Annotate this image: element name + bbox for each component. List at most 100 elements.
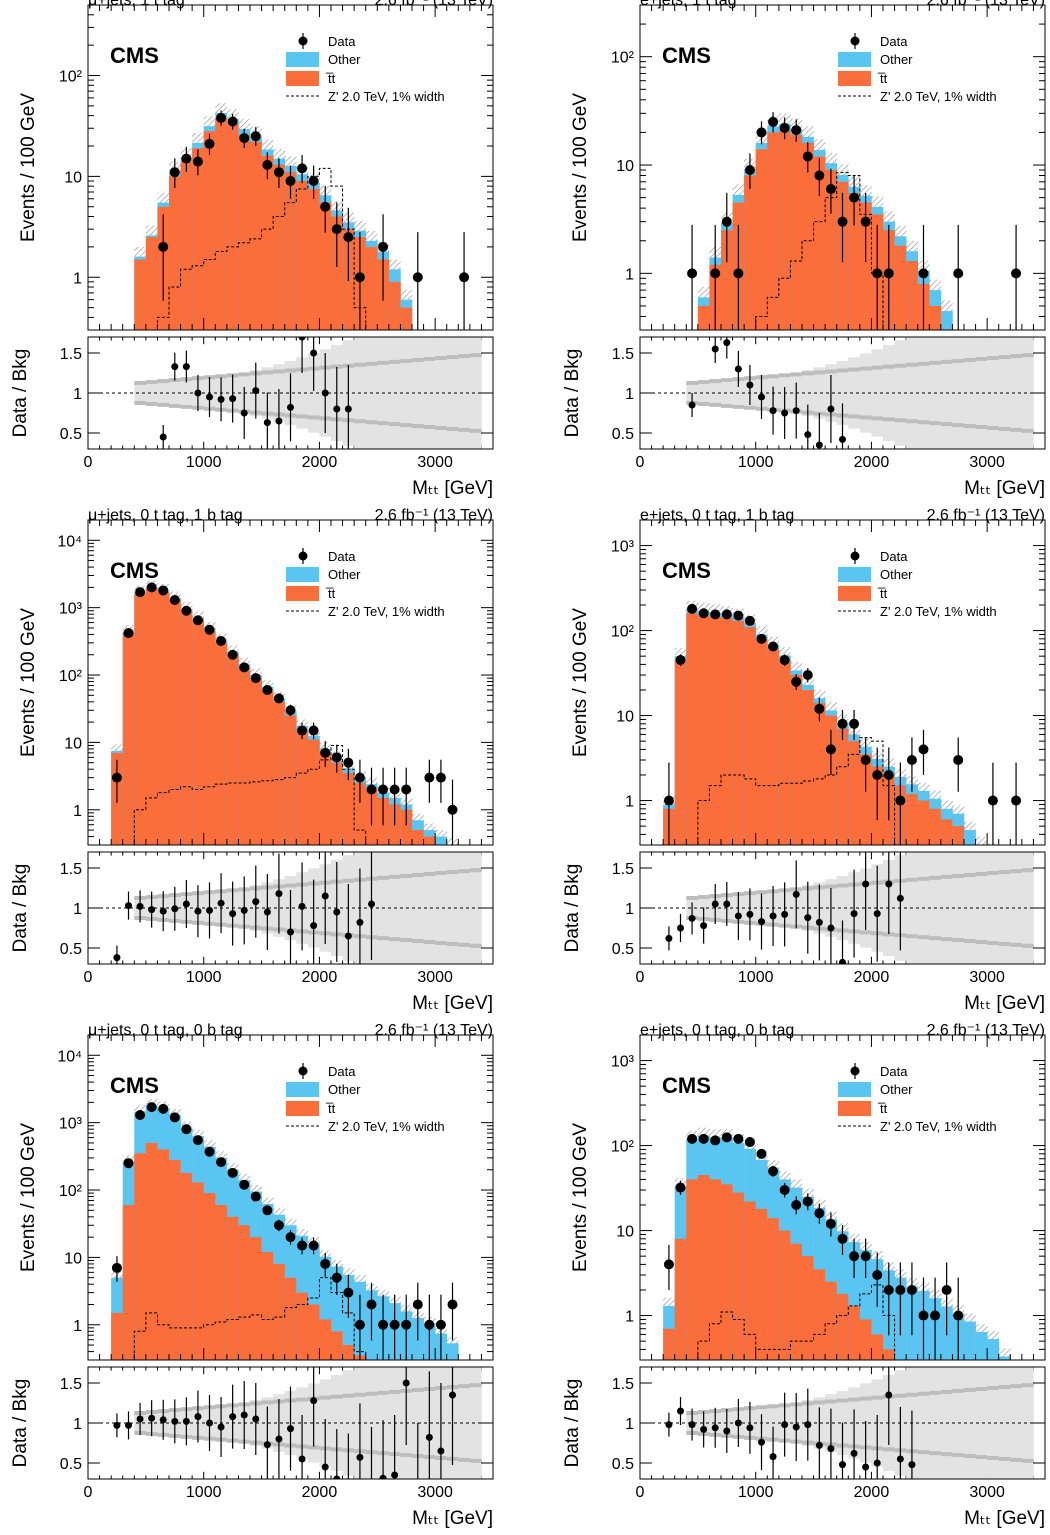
data-point	[883, 769, 894, 780]
ratio-points	[159, 337, 352, 449]
data-point	[111, 772, 122, 783]
x-tick-label: 0	[636, 454, 645, 471]
ratio-stat-band	[435, 852, 448, 964]
data-point	[354, 272, 365, 283]
data-point	[146, 1102, 157, 1113]
ttbar-bar	[848, 193, 861, 330]
data-point	[239, 662, 250, 673]
other-bar	[998, 1356, 1011, 1360]
ratio-point	[711, 345, 719, 353]
data-point	[953, 755, 964, 766]
ratio-sys-band-down	[952, 1453, 965, 1458]
ratio-point	[229, 395, 237, 403]
ttbar-bar	[261, 1252, 274, 1360]
data-point	[308, 725, 319, 736]
ttbar-bar	[755, 149, 768, 330]
ratio-point	[217, 1423, 225, 1431]
zprime-line	[133, 1277, 367, 1360]
histograms	[663, 600, 1000, 845]
data-point	[698, 608, 709, 619]
ratio-stat-band	[964, 852, 976, 964]
ttbar-bar	[894, 245, 907, 330]
ratio-sys-band-up	[848, 367, 861, 372]
lumi-label: 2.6 fb⁻¹ (13 TeV)	[375, 1022, 493, 1039]
ratio-sys-band-down	[446, 941, 459, 946]
legend-other-swatch	[838, 567, 871, 582]
panel-title: e+jets, 1 t tag	[640, 0, 737, 9]
ratio-sys-band-up	[778, 373, 791, 378]
ratio-point	[240, 1411, 248, 1419]
ratio-sys-band-up	[917, 361, 930, 366]
data-point	[285, 1232, 296, 1243]
ttbar-bar	[238, 1225, 251, 1360]
ratio-sys-band-down	[906, 419, 919, 424]
ratio-sys-band-up	[813, 1400, 826, 1405]
ratio-point	[677, 1407, 684, 1415]
ratio-stat-band	[296, 357, 309, 429]
ratio-sys-band-up	[435, 871, 448, 876]
data-point	[872, 268, 883, 279]
data-point	[825, 184, 836, 195]
ttbar-bar	[307, 188, 320, 330]
ratio-stat-band	[446, 337, 459, 449]
ratio-point	[827, 1445, 835, 1453]
data-point	[227, 116, 238, 127]
data-point	[239, 1179, 250, 1190]
ratio-point	[240, 906, 248, 914]
ratio-point	[711, 900, 719, 908]
legend: Data Other t̅t Z' 2.0 TeV, 1% width	[286, 1063, 445, 1134]
ratio-sys-band-up	[469, 353, 482, 358]
data-point	[320, 1258, 331, 1269]
data-point	[779, 122, 790, 133]
data-point	[343, 757, 354, 768]
ratio-point	[665, 1421, 673, 1429]
ratio-sys-band-up	[964, 1387, 976, 1392]
cms-label: CMS	[662, 558, 711, 583]
data-point	[860, 755, 871, 766]
ratio-point	[804, 431, 812, 439]
data-point	[447, 1299, 458, 1310]
ttbar-bar	[226, 124, 239, 330]
legend-zprime-label: Z' 2.0 TeV, 1% width	[328, 1119, 445, 1134]
ttbar-bar	[169, 176, 181, 330]
ratio-sys-band-up	[273, 369, 286, 374]
ttbar-bar	[203, 1193, 216, 1360]
ratio-sys-band-up	[848, 1397, 861, 1402]
ttbar-bar	[250, 141, 262, 330]
ttbar-bar	[929, 305, 942, 330]
ttbar-bar	[697, 305, 710, 330]
legend-other-label: Other	[880, 1082, 913, 1097]
data-point	[204, 1146, 215, 1157]
ttbar-bar	[111, 1312, 124, 1360]
ratio-sys-band-up	[929, 875, 942, 880]
ratio-sys-band-up	[929, 360, 942, 365]
ratio-sys-band-up	[940, 874, 953, 879]
data-point	[849, 192, 860, 203]
ratio-sys-band-down	[917, 935, 930, 940]
x-tick-label: 1000	[186, 969, 222, 986]
ttbar-bar	[848, 1305, 861, 1360]
ratio-sys-band-up	[296, 1397, 309, 1402]
ratio-point	[356, 918, 364, 926]
ratio-point	[815, 441, 823, 449]
legend-ttbar-label: t̅t	[878, 1101, 888, 1116]
data-point	[250, 131, 261, 142]
ratio-sys-band-up	[215, 374, 228, 379]
x-tick-label: 1000	[738, 969, 774, 986]
ttbar-bar	[145, 1142, 158, 1360]
cms-label: CMS	[110, 43, 159, 68]
data-point	[883, 268, 894, 279]
x-tick-label: 1000	[186, 454, 222, 471]
ratio-axis-title: Data / Bkg	[10, 1379, 31, 1468]
histograms	[134, 103, 413, 330]
ratio-point	[896, 1455, 904, 1463]
ratio-sys-band-down	[388, 937, 401, 942]
data-point	[331, 1272, 342, 1283]
uncertainty-band	[964, 821, 976, 839]
data-point	[663, 1259, 674, 1270]
ratio-point	[792, 1423, 800, 1431]
ratio-point	[437, 1447, 445, 1455]
ttbar-bar	[250, 1237, 262, 1360]
data-point	[435, 772, 446, 783]
